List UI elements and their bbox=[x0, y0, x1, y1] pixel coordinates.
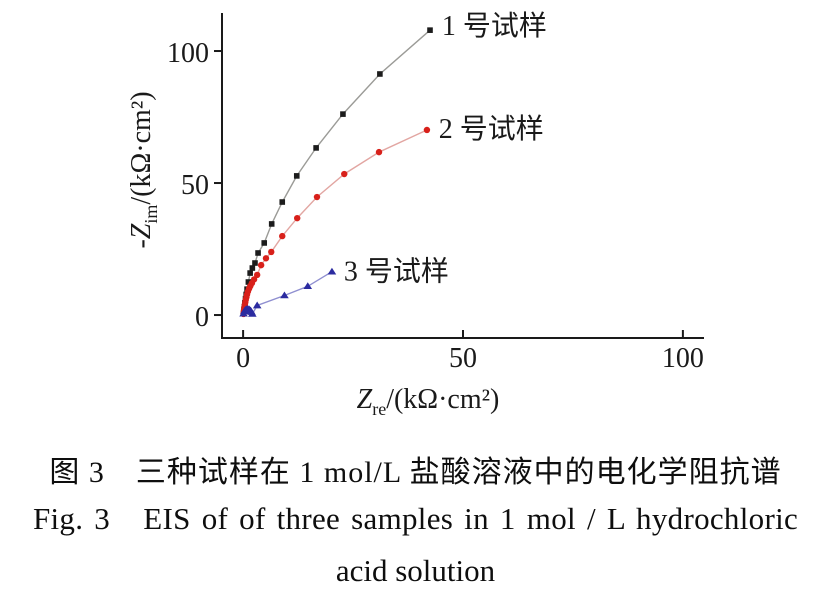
series-2-markers bbox=[240, 126, 431, 318]
caption-english-line1: Fig. 3 EIS of of three samples in 1 mol … bbox=[32, 501, 799, 536]
eis-chart: 0 50 100 0 50 100 Zre/(kΩ·cm²) -Zim/(kΩ·cm²) 1 号… bbox=[126, 10, 704, 419]
caption-english-line2: acid solution bbox=[335, 553, 496, 588]
x-axis-tick-label: 100 bbox=[662, 343, 704, 374]
series-3-label: 3 号试样 bbox=[344, 255, 449, 287]
x-axis-tick-label: 0 bbox=[236, 343, 250, 374]
x-axis-title: Zre/(kΩ·cm²) bbox=[357, 384, 500, 419]
y-axis-tick-label: 0 bbox=[195, 302, 209, 333]
series-3-markers bbox=[239, 267, 337, 317]
y-axis-tick-label: 100 bbox=[167, 38, 209, 69]
series-1-label: 1 号试样 bbox=[442, 10, 547, 42]
y-axis-tick-label: 50 bbox=[181, 170, 209, 201]
series-2-label: 2 号试样 bbox=[439, 113, 544, 145]
caption-chinese: 图 3 三种试样在 1 mol/L 盐酸溶液中的电化学阻抗谱 bbox=[49, 456, 782, 489]
y-axis-title: -Zim/(kΩ·cm²) bbox=[126, 91, 161, 248]
x-axis-tick-label: 50 bbox=[449, 343, 477, 374]
axes-spines bbox=[221, 13, 704, 339]
